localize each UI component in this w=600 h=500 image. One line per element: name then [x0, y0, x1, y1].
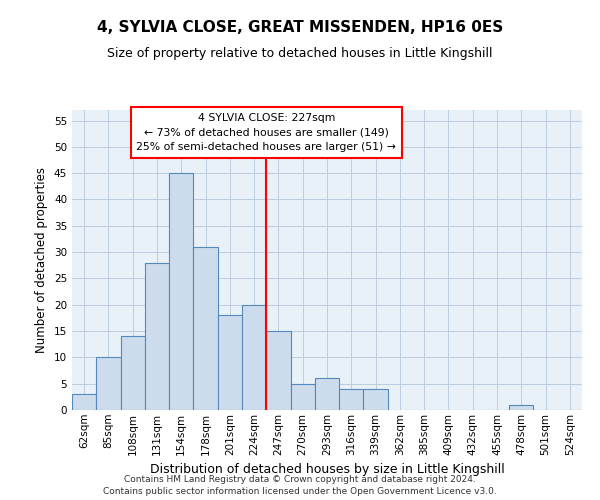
Bar	[364, 389, 388, 410]
Text: Size of property relative to detached houses in Little Kingshill: Size of property relative to detached ho…	[107, 48, 493, 60]
Bar	[72, 394, 96, 410]
Bar	[169, 173, 193, 410]
Text: Contains HM Land Registry data © Crown copyright and database right 2024.: Contains HM Land Registry data © Crown c…	[124, 476, 476, 484]
Bar	[96, 358, 121, 410]
Bar	[315, 378, 339, 410]
Bar	[290, 384, 315, 410]
Bar	[266, 331, 290, 410]
Bar	[193, 247, 218, 410]
Bar	[145, 262, 169, 410]
Text: Contains public sector information licensed under the Open Government Licence v3: Contains public sector information licen…	[103, 486, 497, 496]
X-axis label: Distribution of detached houses by size in Little Kingshill: Distribution of detached houses by size …	[149, 463, 505, 476]
Text: 4 SYLVIA CLOSE: 227sqm
← 73% of detached houses are smaller (149)
25% of semi-de: 4 SYLVIA CLOSE: 227sqm ← 73% of detached…	[136, 112, 396, 152]
Bar	[218, 316, 242, 410]
Bar	[339, 389, 364, 410]
Bar	[509, 404, 533, 410]
Bar	[121, 336, 145, 410]
Bar	[242, 304, 266, 410]
Y-axis label: Number of detached properties: Number of detached properties	[35, 167, 49, 353]
Text: 4, SYLVIA CLOSE, GREAT MISSENDEN, HP16 0ES: 4, SYLVIA CLOSE, GREAT MISSENDEN, HP16 0…	[97, 20, 503, 35]
